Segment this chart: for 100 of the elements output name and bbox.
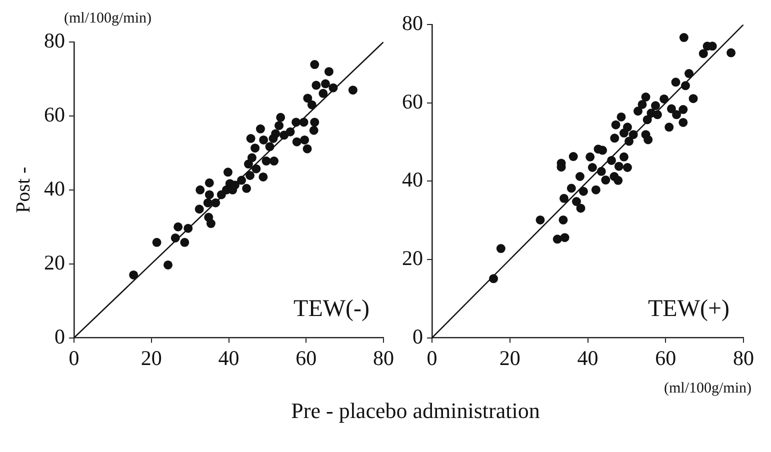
point: [586, 152, 595, 162]
point: [622, 163, 632, 172]
point: [611, 120, 620, 130]
y-tick-label: 0: [412, 324, 423, 348]
point: [684, 69, 694, 78]
point: [258, 172, 268, 182]
x-tick-label: 20: [140, 346, 162, 370]
point: [624, 136, 634, 146]
y-tick-label: 60: [44, 102, 65, 126]
point: [568, 152, 578, 162]
point: [271, 129, 280, 138]
point: [211, 198, 220, 208]
point: [560, 194, 568, 203]
point: [152, 238, 162, 247]
point: [276, 112, 286, 122]
x-tick-label: 60: [655, 346, 676, 370]
point: [536, 215, 545, 224]
x-axis-title: Pre - placebo administration: [290, 398, 541, 424]
point: [194, 204, 204, 214]
text: (ml/100g/min): [664, 380, 752, 396]
point: [244, 160, 253, 169]
point: [672, 110, 682, 120]
point: [489, 274, 498, 284]
point: [671, 78, 680, 87]
point: [633, 106, 642, 116]
point: [302, 144, 312, 154]
point: [558, 215, 568, 224]
point: [256, 124, 265, 134]
point: [246, 134, 256, 144]
y-tick-label: 0: [54, 324, 65, 348]
point: [596, 166, 606, 176]
y-tick-label: 60: [402, 89, 423, 114]
point: [652, 110, 662, 120]
x-tick-label: 60: [296, 346, 317, 370]
point: [698, 49, 708, 58]
y-tick-label: 40: [402, 168, 423, 192]
point: [247, 153, 256, 162]
point: [660, 94, 669, 104]
point: [680, 81, 690, 90]
point: [309, 126, 318, 135]
point: [262, 156, 271, 166]
point: [328, 83, 338, 92]
point: [578, 186, 588, 196]
point: [312, 80, 321, 90]
x-tick-label: 80: [733, 346, 754, 370]
point: [575, 172, 584, 181]
point: [496, 244, 506, 254]
point: [614, 176, 623, 185]
point: [320, 79, 330, 88]
point: [638, 100, 647, 109]
point: [688, 94, 698, 104]
point: [614, 162, 624, 171]
point: [726, 48, 736, 58]
point: [678, 105, 688, 114]
point: [591, 185, 600, 194]
x-tick-label: 40: [577, 346, 598, 370]
point: [324, 67, 334, 76]
point: [628, 130, 638, 140]
y-tick-label: 80: [44, 28, 65, 53]
point: [252, 164, 261, 174]
point: [174, 222, 183, 232]
point: [170, 233, 180, 242]
point: [206, 219, 216, 228]
point: [641, 92, 650, 102]
point: [607, 156, 616, 165]
point: [250, 144, 260, 153]
point: [292, 118, 301, 127]
point: [180, 238, 190, 247]
point: [310, 118, 320, 127]
point: [651, 101, 660, 110]
point: [566, 184, 576, 193]
annotation: TEW(-): [294, 296, 370, 322]
point: [588, 163, 597, 172]
y-tick-label: 80: [402, 11, 423, 36]
point: [307, 100, 316, 110]
y-axis-title: Post -: [12, 166, 34, 213]
annotation: TEW(+): [648, 296, 730, 322]
point: [129, 270, 138, 280]
point: [610, 134, 620, 143]
y-tick-label: 40: [44, 176, 65, 200]
point: [259, 135, 268, 144]
point: [642, 115, 652, 124]
point: [242, 184, 252, 193]
x-tick-label: 40: [218, 346, 240, 370]
point: [196, 185, 205, 194]
point: [237, 176, 246, 185]
y-tick-label: 20: [44, 250, 65, 274]
point: [318, 88, 328, 98]
point: [274, 121, 284, 130]
point: [292, 137, 302, 146]
point: [666, 104, 676, 114]
point: [223, 168, 232, 177]
point: [204, 190, 214, 200]
point: [560, 233, 570, 242]
point: [300, 135, 310, 144]
point: [184, 224, 193, 233]
point: [204, 178, 214, 188]
point: [164, 260, 173, 270]
point: [265, 142, 274, 152]
text: (ml/100g/min): [64, 10, 152, 26]
